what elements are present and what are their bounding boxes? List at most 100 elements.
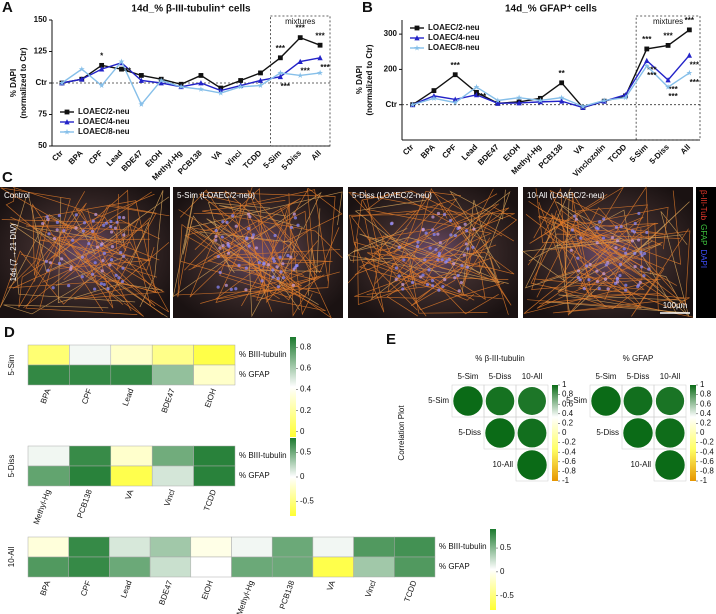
legend-label: LOAEC/4-neu <box>78 117 130 126</box>
nucleus <box>101 259 105 263</box>
y-tick-label: 150 <box>34 15 48 24</box>
nucleus <box>596 227 600 231</box>
nucleus <box>234 224 238 228</box>
neurite <box>353 228 484 258</box>
nucleus <box>216 285 220 289</box>
nucleus <box>460 264 464 268</box>
nucleus <box>80 275 84 279</box>
nucleus <box>601 236 606 240</box>
nucleus <box>120 279 125 284</box>
stain-label: β-III-Tub <box>699 190 708 221</box>
colorbar-tick-label: -0.4 <box>562 447 576 456</box>
nucleus <box>295 263 299 268</box>
row-label: % BIII-tubulin <box>239 451 287 460</box>
y-tick-label: 125 <box>34 47 48 56</box>
nucleus <box>569 248 573 252</box>
neurite <box>374 191 462 285</box>
neurite <box>358 204 505 297</box>
nucleus <box>464 229 469 233</box>
nucleus <box>437 288 441 292</box>
nucleus <box>436 232 440 236</box>
significance-label: *** <box>663 32 673 41</box>
corr-circle <box>655 450 685 480</box>
data-point <box>99 66 105 72</box>
y-axis-title: % DAPI <box>355 66 364 94</box>
nucleus <box>224 283 228 287</box>
data-point <box>431 88 437 93</box>
data-point <box>158 80 164 86</box>
nucleus <box>41 221 45 226</box>
nucleus <box>456 273 460 278</box>
heatmap-cell <box>27 536 69 558</box>
nucleus <box>48 261 53 265</box>
colorbar-tick-label: -0.4 <box>700 447 714 456</box>
nucleus <box>278 255 282 259</box>
neurite <box>0 187 71 309</box>
heatmap-cell <box>27 465 70 487</box>
chart-title: % GFAP <box>623 354 654 363</box>
row-label: % GFAP <box>439 562 470 571</box>
colorbar-tick-label: 0 <box>700 428 705 437</box>
nucleus <box>289 255 293 259</box>
significance-label: *** <box>301 67 311 76</box>
nucleus <box>630 239 635 243</box>
nucleus <box>214 234 218 239</box>
nucleus <box>642 251 647 256</box>
nucleus <box>452 262 456 266</box>
legend-marker <box>64 128 70 135</box>
data-point <box>277 73 283 80</box>
colorbar <box>490 529 496 610</box>
colorbar <box>552 385 558 481</box>
heatmap-cell <box>193 445 236 467</box>
significance-label: *** <box>690 78 700 87</box>
row-label: % BIII-tubulin <box>239 350 287 359</box>
nucleus <box>94 212 98 217</box>
neurite <box>349 213 515 275</box>
data-point <box>686 69 693 76</box>
nucleus <box>576 269 581 273</box>
data-point <box>665 77 671 83</box>
legend-marker <box>64 119 70 125</box>
nucleus <box>437 253 441 258</box>
nucleus <box>584 264 589 268</box>
nucleus <box>271 268 275 272</box>
nucleus <box>71 238 75 242</box>
nucleus <box>421 273 425 277</box>
heatmap-cell <box>394 536 436 558</box>
nucleus <box>595 269 599 273</box>
neurite <box>366 228 434 295</box>
colorbar-tick-label: 0.2 <box>700 419 712 428</box>
neurite <box>182 198 235 273</box>
nucleus <box>214 228 218 233</box>
data-point <box>317 69 323 76</box>
nucleus <box>109 230 114 234</box>
colorbar-tick-label: -0.5 <box>300 496 314 505</box>
nucleus <box>113 226 118 230</box>
nucleus <box>640 265 644 269</box>
neurite <box>1 219 151 307</box>
nucleus <box>645 230 649 235</box>
colorbar <box>290 337 296 437</box>
colorbar-tick-label: 0.2 <box>300 406 312 415</box>
neurite <box>39 238 151 269</box>
image-label: 5-Sim <box>177 191 198 200</box>
nucleus <box>282 276 286 280</box>
column-label: 5-Sim <box>596 372 617 381</box>
neurite <box>549 189 662 276</box>
series-line <box>412 29 690 109</box>
neurite <box>84 204 157 302</box>
nucleus <box>633 251 637 255</box>
data-point <box>297 72 304 78</box>
heatmap-cell <box>69 364 112 386</box>
nucleus <box>293 216 298 220</box>
series-line <box>61 36 321 89</box>
data-point <box>297 58 303 64</box>
nucleus <box>598 220 602 224</box>
colorbar-tick-label: 1 <box>700 380 705 389</box>
significance-label: *** <box>281 82 291 91</box>
nucleus <box>93 261 97 265</box>
data-point <box>118 58 125 65</box>
column-label: VA <box>123 488 135 501</box>
heatmap-cell <box>312 536 354 558</box>
neurite <box>129 190 164 308</box>
